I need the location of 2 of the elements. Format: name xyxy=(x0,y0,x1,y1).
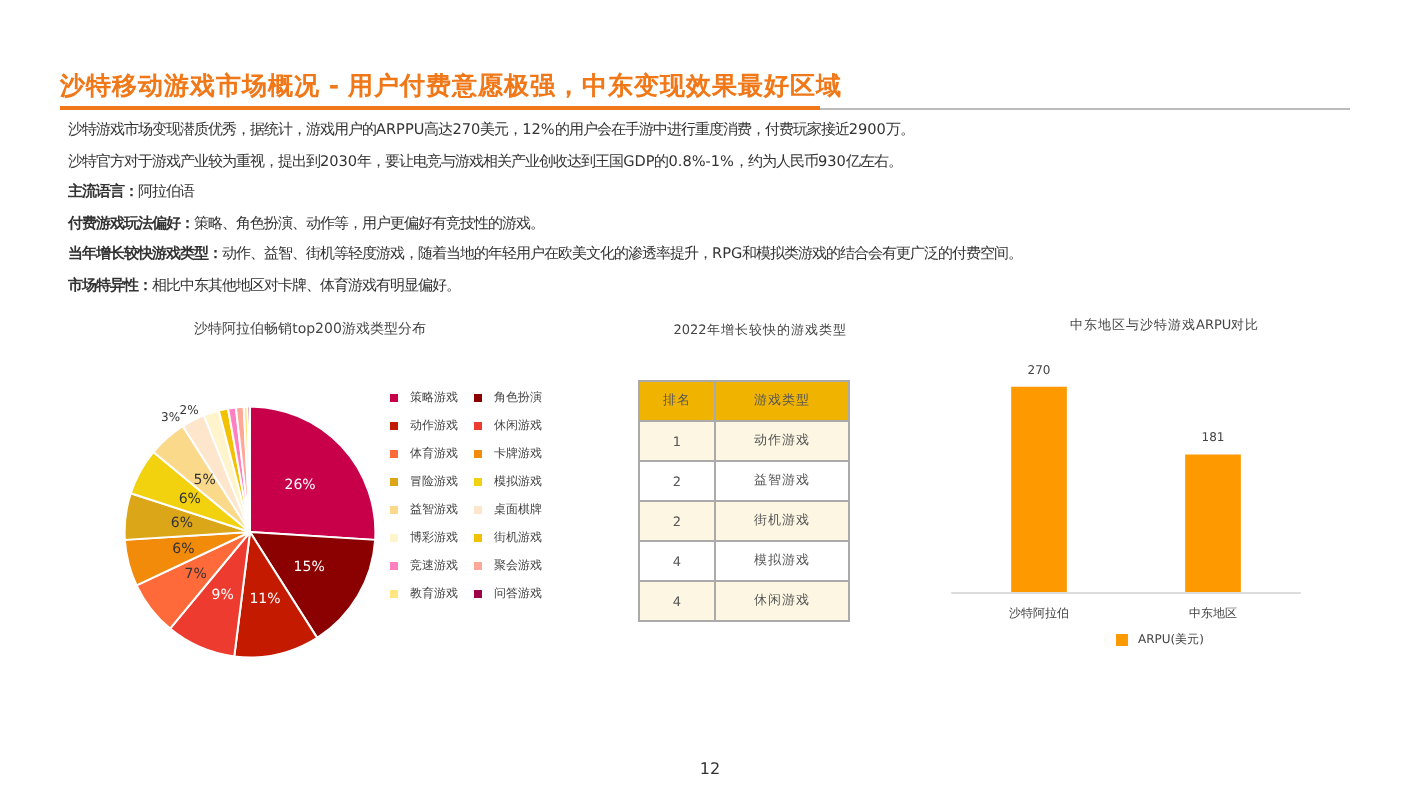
text: 12 xyxy=(697,760,723,778)
text: 沙特移动游戏市场概况 - 用户付费意愿极强，中东变现效果最好区域 xyxy=(60,70,842,104)
